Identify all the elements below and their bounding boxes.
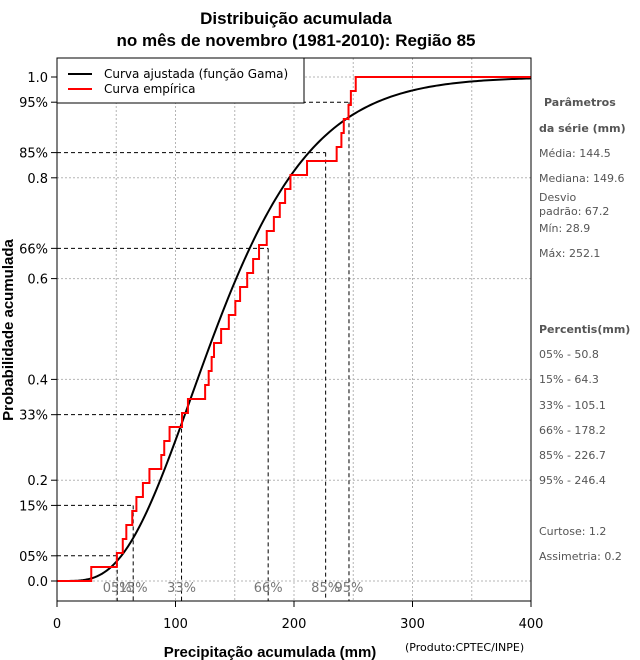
stats-panel: Curtose: 1.2 Assimetria: 0.2 [539, 525, 622, 563]
fitted-gamma-curve [57, 77, 532, 582]
x-axis-ticks: 0 100 200 300 400 [53, 601, 544, 632]
y-axis-ticks: 0.0 0.2 0.4 0.6 0.8 1.0 [27, 71, 57, 590]
param-max: Máx: 252.1 [539, 247, 600, 260]
percentile-y-label: 95% [19, 96, 48, 111]
stat-curtose: Curtose: 1.2 [539, 525, 606, 538]
param-mediana: Mediana: 149.6 [539, 172, 624, 185]
percentile-lines [57, 101, 350, 601]
x-tick-label: 100 [163, 617, 188, 632]
y-tick-label: 1.0 [27, 71, 48, 86]
y-tick-label: 0.4 [27, 373, 48, 388]
params-heading-1: Parâmetros [544, 96, 616, 109]
percentile-x-label: 15% [119, 581, 148, 596]
curves [57, 76, 532, 582]
percentile-y-label: 66% [19, 242, 48, 257]
y-tick-label: 0.8 [27, 172, 48, 187]
x-tick-label: 200 [282, 617, 307, 632]
legend-fitted-label: Curva ajustada (função Gama) [104, 67, 288, 81]
y-tick-label: 0.6 [27, 273, 48, 288]
percentis-heading: Percentis(mm) [539, 323, 630, 336]
percentile-y-label: 33% [19, 409, 48, 424]
percentile-y-label: 15% [19, 499, 48, 514]
percentile-x-label: 95% [335, 581, 364, 596]
credit-label: (Produto:CPTEC/INPE) [405, 641, 524, 654]
parameters-panel: Parâmetros da série (mm) Média: 144.5 Me… [539, 96, 626, 260]
percentil-15: 15% - 64.3 [539, 373, 599, 386]
percentil-66: 66% - 178.2 [539, 424, 606, 437]
percentile-x-labels: 05%15% 33% 66% 85%95% [103, 581, 364, 596]
percentile-x-label: 05% [103, 581, 132, 596]
y-tick-label: 0.0 [27, 575, 48, 590]
x-tick-label: 300 [400, 617, 425, 632]
percentile-x-label: 33% [167, 581, 196, 596]
percentil-33: 33% - 105.1 [539, 399, 606, 412]
x-tick-label: 400 [519, 617, 544, 632]
percentile-y-labels: 05% 15% 33% 66% 85% 95% [19, 96, 57, 565]
param-desvio-2: padrão: 67.2 [539, 205, 609, 218]
legend-empirical-label: Curva empírica [104, 82, 195, 96]
chart-title-line2: no mês de novembro (1981-2010): Região 8… [116, 31, 475, 50]
legend-box [56, 57, 305, 104]
chart-title-line1: Distribuição acumulada [200, 9, 392, 28]
legend: Curva ajustada (função Gama) Curva empír… [56, 57, 305, 104]
stat-assimetria: Assimetria: 0.2 [539, 550, 622, 563]
empirical-step-curve [57, 76, 531, 582]
percentile-y-label: 05% [19, 550, 48, 565]
y-tick-label: 0.2 [27, 474, 48, 489]
params-heading-2: da série (mm) [539, 122, 626, 135]
percentile-x-label: 85% [311, 581, 340, 596]
percentil-05: 05% - 50.8 [539, 348, 599, 361]
y-axis-label: Probabilidade acumulada [0, 238, 17, 420]
percentil-95: 95% - 246.4 [539, 474, 606, 487]
param-min: Mín: 28.9 [539, 222, 590, 235]
percentis-panel: Percentis(mm) 05% - 50.8 15% - 64.3 33% … [539, 323, 630, 487]
x-tick-label: 0 [53, 617, 61, 632]
param-desvio-1: Desvio [539, 191, 577, 204]
param-media: Média: 144.5 [539, 147, 611, 160]
percentil-85: 85% - 226.7 [539, 449, 606, 462]
percentile-x-label: 66% [254, 581, 283, 596]
percentile-y-label: 85% [19, 147, 48, 162]
grid-lines [57, 58, 531, 601]
x-axis-label: Precipitação acumulada (mm) [164, 644, 377, 660]
